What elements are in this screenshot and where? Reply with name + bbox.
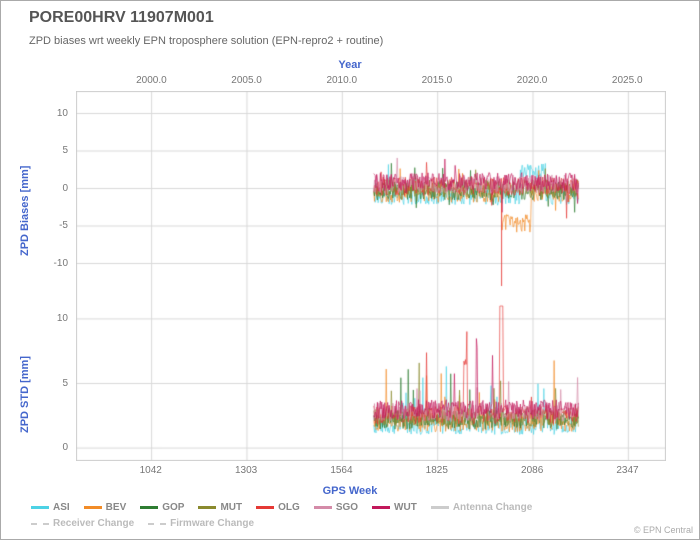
panel1-ylabel: ZPD Biases [mm]: [19, 166, 31, 256]
legend-item-mut: MUT: [198, 500, 242, 517]
legend-item-asi: ASI: [31, 500, 70, 517]
bottom-tick: 2347: [616, 465, 638, 476]
y2-tick: 0: [62, 442, 68, 453]
chart-container: PORE00HRV 11907M001 ZPD biases wrt weekl…: [0, 0, 700, 540]
legend-item-change: Firmware Change: [148, 516, 254, 533]
top-axis-label: Year: [338, 59, 361, 71]
legend-item-olg: OLG: [256, 500, 300, 517]
legend-item-change: Receiver Change: [31, 516, 134, 533]
chart-subtitle: ZPD biases wrt weekly EPN troposphere so…: [29, 35, 383, 47]
bottom-tick: 1042: [140, 465, 162, 476]
bottom-tick: 1303: [235, 465, 257, 476]
top-tick: 2010.0: [326, 75, 357, 86]
y1-tick: 0: [62, 183, 68, 194]
y1-tick: 5: [62, 145, 68, 156]
top-tick: 2000.0: [136, 75, 167, 86]
plot-area: [76, 91, 666, 461]
y2-tick: 10: [57, 313, 68, 324]
plot-canvas: [76, 91, 666, 461]
legend-item-bev: BEV: [84, 500, 127, 517]
bottom-tick: 1825: [426, 465, 448, 476]
bottom-tick: 1564: [330, 465, 352, 476]
y1-tick: 10: [57, 108, 68, 119]
y2-tick: 5: [62, 378, 68, 389]
legend-item-gop: GOP: [140, 500, 184, 517]
top-tick: 2025.0: [612, 75, 643, 86]
top-tick: 2015.0: [422, 75, 453, 86]
bottom-tick: 2086: [521, 465, 543, 476]
y1-tick: -10: [54, 258, 68, 269]
copyright: © EPN Central: [634, 525, 693, 535]
y1-tick: -5: [59, 220, 68, 231]
bottom-axis-label: GPS Week: [323, 485, 378, 497]
panel2-ylabel: ZPD STD [mm]: [19, 356, 31, 433]
legend-item-antenna: Antenna Change: [431, 500, 532, 517]
legend-item-wut: WUT: [372, 500, 417, 517]
chart-title: PORE00HRV 11907M001: [29, 9, 214, 27]
top-tick: 2020.0: [517, 75, 548, 86]
legend-item-sgo: SGO: [314, 500, 358, 517]
top-tick: 2005.0: [231, 75, 262, 86]
legend: ASI BEV GOP MUT OLG SGO WUT Antenna Change Rece…: [31, 500, 669, 533]
